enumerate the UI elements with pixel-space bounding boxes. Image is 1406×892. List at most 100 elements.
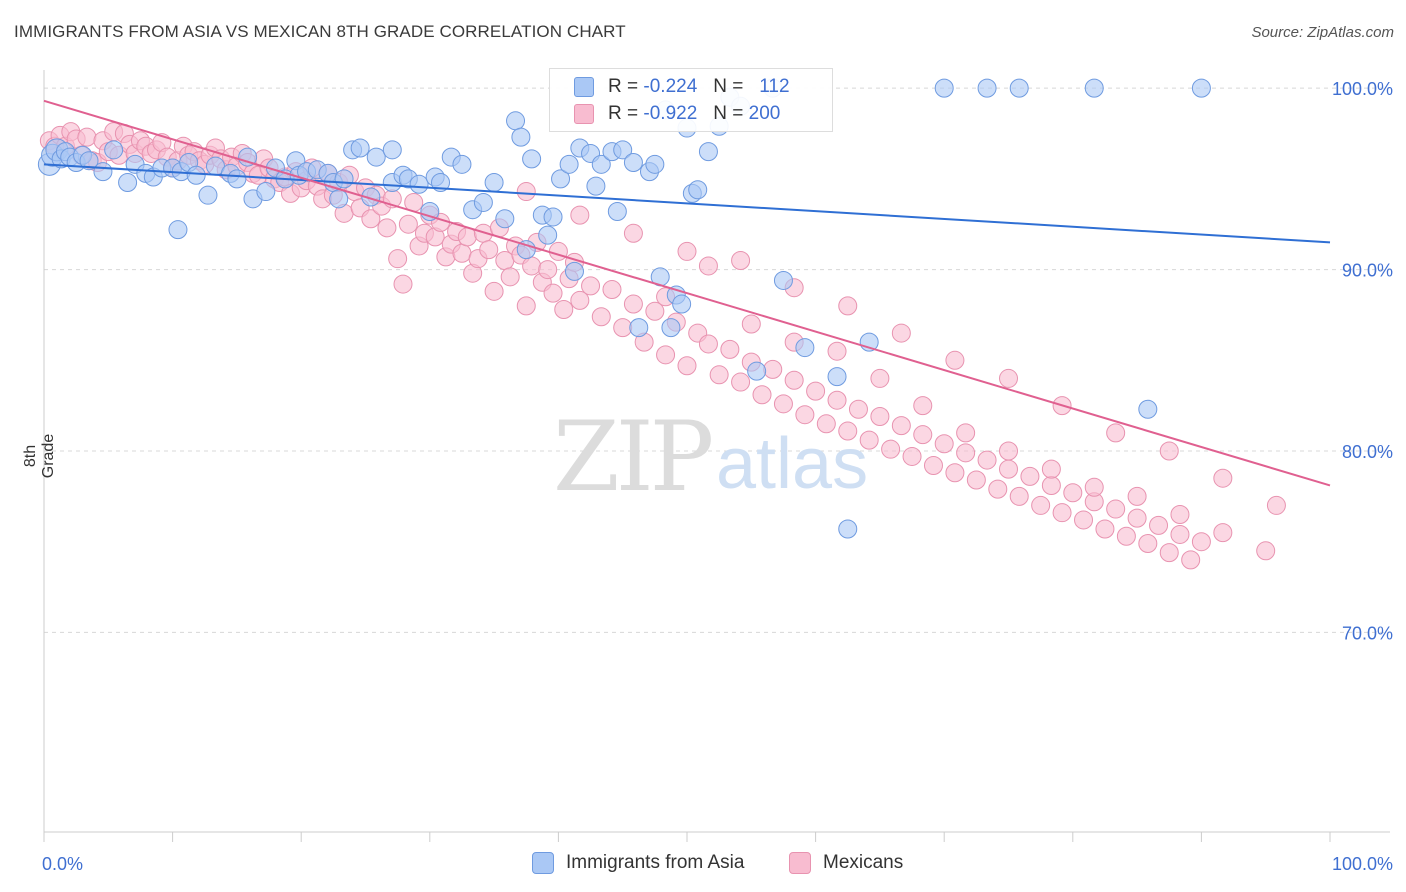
asia-point [473,192,493,212]
watermark-zip: ZIP [553,401,712,513]
mexicans-point [731,251,751,270]
mexicans-point [999,368,1018,388]
mexicans-point [570,290,590,310]
mexicans-point [999,441,1018,461]
mexicans-point [698,334,718,354]
mexicans-point [548,241,568,261]
asia-point [795,338,815,358]
asia-point [350,138,370,158]
y-tick-label: 70.0% [1342,623,1393,643]
mexicans-point [816,414,836,434]
mexicans-point [1170,524,1190,544]
asia-point [431,172,451,192]
legend-item-mexicans[interactable]: Mexicans [789,852,903,874]
asia-r-value: -0.224 [643,76,698,97]
asia-point [118,172,138,192]
mexicans-point [1009,486,1029,506]
asia-point [334,169,354,189]
asia-point [484,172,504,192]
mexicans-point [859,430,879,450]
asia-swatch [574,77,594,97]
mexicans-point [977,450,997,470]
mexicans-point [827,341,847,361]
mexicans-point [966,470,986,490]
mexicans-legend-swatch [789,852,811,874]
asia-point [688,180,708,200]
y-tick-label: 90.0% [1342,261,1393,281]
mexicans-point [945,463,965,483]
asia-point [256,182,276,202]
asia-point [168,220,188,240]
asia-point [227,169,247,189]
asia-point [559,154,579,174]
asia-point [79,151,99,171]
mexicans-point [999,459,1018,479]
mexicans-point [870,368,890,388]
asia-point [198,185,218,205]
asia-point [698,142,718,162]
mexicans-point [554,299,574,319]
mexicans-point [1095,519,1115,539]
asia-point [511,127,531,147]
asia-n-value: 112 [759,76,790,97]
trend-lines [43,99,1331,487]
asia-point [591,154,611,174]
y-tick-label: 100.0% [1332,79,1393,99]
mexicans-point [1020,466,1040,486]
mexicans-point [77,127,97,147]
mexicans-point [516,296,536,316]
mexicans-point [543,283,563,303]
asia-point [522,149,542,169]
mexicans-point [956,423,976,443]
mexicans-point [457,227,477,247]
mexicans-point [1106,499,1126,519]
asia-point [827,367,847,387]
mexicans-point [988,479,1008,499]
series-legend: Immigrants from Asia Mexicans [0,852,1406,878]
mexicans-point [956,443,976,463]
legend-r-label: R = [608,103,639,124]
asia-point [495,209,515,229]
mexicans-point [1266,495,1286,515]
mexicans-n-value: 200 [748,103,781,124]
mexicans-point [361,209,381,229]
mexicans-point [1074,510,1094,530]
mexicans-r-value: -0.922 [643,103,698,124]
axes [43,70,1390,842]
asia-point [506,111,526,131]
mexicans-point [388,249,408,269]
asia-points [37,78,1211,539]
legend-row-asia: R = -0.224 N = 112 [574,75,790,99]
mexicans-point [838,421,858,441]
legend-item-asia[interactable]: Immigrants from Asia [532,852,744,874]
mexicans-point [677,356,697,376]
mexicans-point [763,359,783,379]
mexicans-point [1159,441,1179,461]
asia-point [672,294,692,314]
mexicans-point [945,350,965,370]
mexicans-point [1116,526,1136,546]
mexicans-point [581,276,601,296]
mexicans-point [602,280,622,300]
mexicans-point [913,396,933,416]
mexicans-point [1106,423,1126,443]
mexicans-point [538,260,558,280]
asia-legend-label: Immigrants from Asia [566,852,745,873]
legend-row-mexicans: R = -0.922 N = 200 [574,102,780,126]
asia-point [564,261,584,281]
y-axis-label: 8th Grade [22,433,57,479]
asia-point [409,174,429,194]
y-tick-label: 80.0% [1342,442,1393,462]
mexicans-point [720,339,740,359]
mexicans-trend-line [43,99,1331,487]
mexicans-point [623,223,643,243]
mexicans-point [1170,505,1190,524]
mexicans-point [731,372,751,392]
source-label: Source: ZipAtlas.com [1251,24,1394,41]
legend-n-label: N = [713,76,744,97]
mexicans-point [393,274,413,294]
mexicans-point [656,345,676,365]
mexicans-point [452,243,472,263]
mexicans-point [1213,468,1233,488]
mexicans-point [516,182,536,202]
